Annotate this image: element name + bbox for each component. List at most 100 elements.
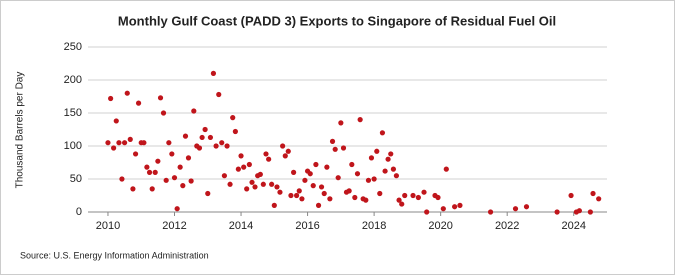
point xyxy=(207,134,214,141)
point xyxy=(379,130,386,136)
point xyxy=(310,183,316,189)
point xyxy=(121,140,128,146)
point xyxy=(296,188,302,194)
point xyxy=(568,192,574,199)
point xyxy=(210,70,217,76)
point xyxy=(291,169,297,175)
point xyxy=(307,171,313,177)
point xyxy=(235,166,241,172)
point xyxy=(105,140,111,146)
point xyxy=(202,126,208,133)
point xyxy=(365,177,372,183)
y-tick-label: 0 xyxy=(76,206,82,218)
y-axis-label: Thousand Barrels per Day xyxy=(15,72,26,189)
point xyxy=(155,158,161,164)
point xyxy=(274,184,280,190)
point xyxy=(213,143,219,149)
point xyxy=(230,115,236,121)
point xyxy=(232,128,238,135)
point xyxy=(130,186,136,192)
point xyxy=(302,177,308,183)
point xyxy=(554,209,560,215)
point xyxy=(396,197,402,203)
point xyxy=(374,148,380,154)
point xyxy=(371,176,377,182)
point xyxy=(177,164,183,170)
point xyxy=(410,192,416,199)
point xyxy=(246,161,252,168)
point xyxy=(263,151,269,157)
point xyxy=(596,196,602,202)
point xyxy=(163,177,169,183)
point xyxy=(111,145,117,151)
y-tick-label: 150 xyxy=(64,107,82,119)
point xyxy=(377,190,383,197)
point xyxy=(157,95,164,101)
x-tick-label: 2018 xyxy=(362,220,386,232)
x-tick-label: 2016 xyxy=(295,220,319,232)
y-tick-label: 200 xyxy=(64,74,82,86)
point xyxy=(146,169,153,175)
y-tick-label: 50 xyxy=(70,173,82,185)
point xyxy=(590,190,596,197)
point xyxy=(338,120,344,126)
point xyxy=(363,197,369,203)
point xyxy=(166,140,172,146)
point xyxy=(149,186,155,192)
point xyxy=(244,186,250,192)
point xyxy=(260,181,266,187)
point xyxy=(340,145,347,151)
point xyxy=(288,192,294,199)
point xyxy=(174,206,180,212)
source: Source: U.S. Energy Information Administ… xyxy=(20,250,209,260)
point xyxy=(285,148,291,154)
point xyxy=(329,138,336,144)
point xyxy=(313,161,319,168)
point xyxy=(327,196,333,202)
point xyxy=(368,155,375,161)
point xyxy=(135,100,142,106)
point xyxy=(221,173,228,179)
point xyxy=(199,134,205,141)
point xyxy=(393,173,400,179)
x-tick-label: 2012 xyxy=(162,220,186,232)
point xyxy=(335,175,341,181)
point xyxy=(277,189,283,195)
point xyxy=(241,164,247,170)
point xyxy=(205,190,211,197)
point xyxy=(144,164,150,170)
point xyxy=(196,145,203,151)
point xyxy=(354,171,361,177)
point xyxy=(127,136,133,142)
point xyxy=(332,146,338,152)
point xyxy=(487,209,494,215)
point xyxy=(457,202,463,208)
point xyxy=(293,192,300,199)
point xyxy=(440,206,446,212)
point xyxy=(257,171,263,177)
point xyxy=(382,168,388,174)
point xyxy=(512,206,519,212)
point xyxy=(424,209,430,215)
point xyxy=(587,209,593,215)
point xyxy=(132,151,139,157)
x-tick-label: 2014 xyxy=(229,220,253,232)
point xyxy=(191,108,197,114)
point xyxy=(399,201,405,207)
point xyxy=(421,189,427,195)
point xyxy=(299,196,305,202)
y-tick-label: 250 xyxy=(64,41,82,53)
point xyxy=(385,156,391,162)
point xyxy=(252,184,258,190)
point xyxy=(116,140,122,146)
point xyxy=(390,166,397,172)
point xyxy=(576,208,582,214)
point xyxy=(266,156,272,162)
point xyxy=(315,202,322,208)
point xyxy=(271,202,277,208)
chart-title: Monthly Gulf Coast (PADD 3) Exports to S… xyxy=(118,13,556,28)
point xyxy=(324,164,330,170)
point xyxy=(280,143,286,149)
